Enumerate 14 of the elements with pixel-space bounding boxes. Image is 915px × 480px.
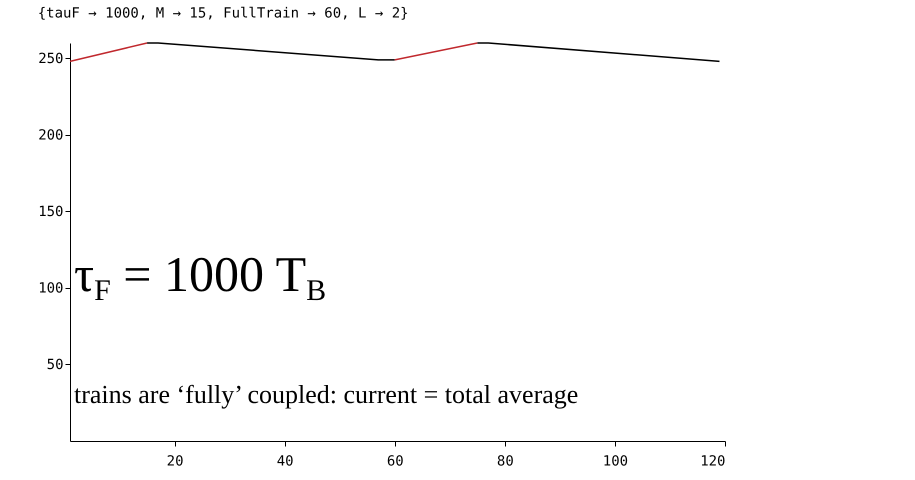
x-tick-label: 120: [700, 454, 726, 470]
x-tick-label: 80: [496, 454, 514, 470]
y-tick-label: 150: [38, 204, 64, 220]
x-tick-label: 20: [166, 454, 184, 470]
x-tick-label: 60: [386, 454, 404, 470]
chart-subtitle: {tauF → 1000, M → 15, FullTrain → 60, L → 2}: [38, 5, 409, 22]
y-tick-label: 50: [46, 356, 64, 373]
y-tick-label: 250: [38, 50, 64, 67]
annotation: τ$_{F}$ = 1000 T$_{B}$: [74, 245, 326, 308]
x-tick-label: 40: [276, 454, 294, 470]
x-tick-label: 100: [602, 454, 628, 470]
y-tick-label: 200: [38, 127, 64, 144]
y-tick-label: 100: [38, 280, 64, 296]
annotation: trains are ‘fully’ coupled: current = total average: [74, 380, 578, 410]
